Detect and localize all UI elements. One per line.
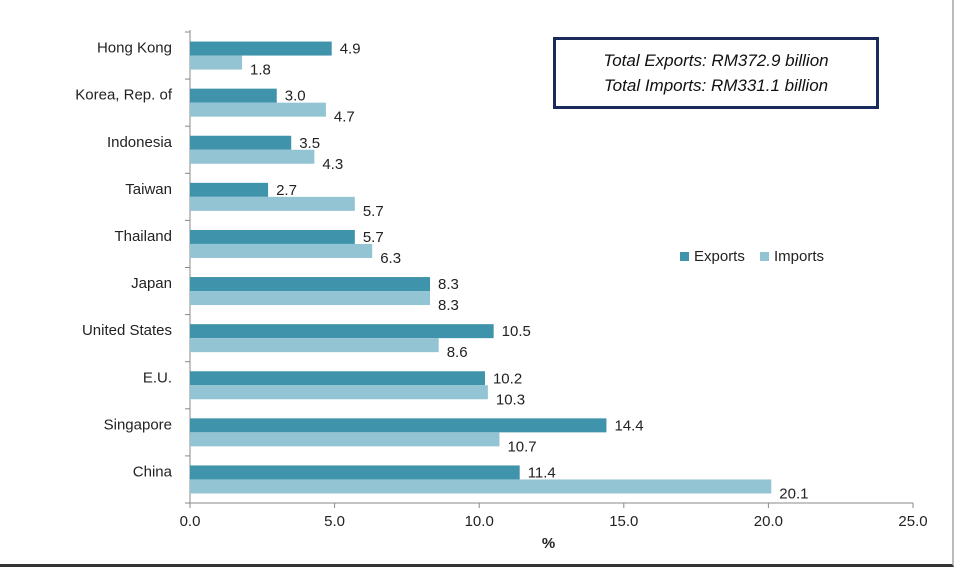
bar-exports — [190, 135, 292, 150]
x-tick-label: 15.0 — [609, 513, 638, 530]
bar-exports — [190, 371, 485, 386]
data-label-imports: 20.1 — [779, 485, 808, 502]
data-label-exports: 2.7 — [276, 182, 297, 199]
legend-label-exports: Exports — [694, 248, 745, 265]
data-label-imports: 10.7 — [507, 438, 536, 455]
data-label-imports: 8.6 — [447, 344, 468, 361]
category-label: Indonesia — [107, 134, 173, 151]
data-label-imports: 4.3 — [322, 156, 343, 173]
bar-imports — [190, 55, 243, 70]
data-label-exports: 10.5 — [502, 323, 531, 340]
legend-item-imports: Imports — [760, 248, 824, 265]
x-tick-label: 10.0 — [465, 513, 494, 530]
data-label-exports: 11.4 — [528, 464, 556, 481]
bar-imports — [190, 149, 315, 164]
bar-exports — [190, 229, 355, 244]
legend-swatch-imports — [760, 252, 769, 261]
bar-exports — [190, 418, 607, 433]
data-label-imports: 10.3 — [496, 391, 525, 408]
x-tick-label: 5.0 — [324, 513, 345, 530]
category-label: Singapore — [104, 416, 172, 433]
category-label: Taiwan — [125, 181, 172, 198]
bar-imports — [190, 479, 772, 494]
data-label-exports: 5.7 — [363, 229, 384, 246]
legend-label-imports: Imports — [774, 248, 825, 265]
data-label-exports: 8.3 — [438, 276, 459, 293]
bar-imports — [190, 196, 355, 211]
data-label-exports: 4.9 — [340, 41, 361, 58]
bar-imports — [190, 243, 373, 258]
data-label-imports: 8.3 — [438, 297, 459, 314]
data-label-imports: 5.7 — [363, 203, 384, 220]
bar-exports — [190, 88, 277, 103]
legend-item-exports: Exports — [680, 248, 745, 265]
data-label-imports: 6.3 — [380, 250, 401, 267]
data-label-imports: 1.8 — [250, 62, 271, 79]
category-label: E.U. — [143, 369, 172, 386]
bar-imports — [190, 291, 431, 306]
total-exports-text: Total Exports: RM372.9 billion — [603, 51, 829, 70]
x-axis-title: % — [542, 535, 555, 552]
totals-annotation-box: Total Exports: RM372.9 billion Total Imp… — [553, 37, 879, 109]
bar-imports — [190, 432, 500, 447]
x-tick-label: 25.0 — [898, 513, 927, 530]
bar-imports — [190, 338, 439, 353]
category-label: China — [133, 463, 173, 480]
category-label: United States — [82, 322, 172, 339]
data-label-imports: 4.7 — [334, 109, 355, 126]
data-label-exports: 3.0 — [285, 88, 306, 105]
category-label: Thailand — [114, 228, 172, 245]
bar-imports — [190, 102, 326, 117]
category-label: Japan — [131, 275, 172, 292]
data-label-exports: 14.4 — [614, 417, 643, 434]
x-tick-label: 20.0 — [754, 513, 783, 530]
bar-exports — [190, 277, 431, 292]
bar-exports — [190, 465, 520, 480]
data-label-exports: 10.2 — [493, 370, 522, 387]
total-imports-text: Total Imports: RM331.1 billion — [603, 76, 829, 95]
category-label: Hong Kong — [97, 40, 172, 57]
bar-imports — [190, 385, 488, 400]
bar-exports — [190, 324, 494, 339]
data-label-exports: 3.5 — [299, 135, 320, 152]
category-label: Korea, Rep. of — [75, 87, 173, 104]
legend-swatch-exports — [680, 252, 689, 261]
bar-exports — [190, 41, 332, 56]
bar-exports — [190, 182, 269, 197]
x-tick-label: 0.0 — [180, 513, 201, 530]
